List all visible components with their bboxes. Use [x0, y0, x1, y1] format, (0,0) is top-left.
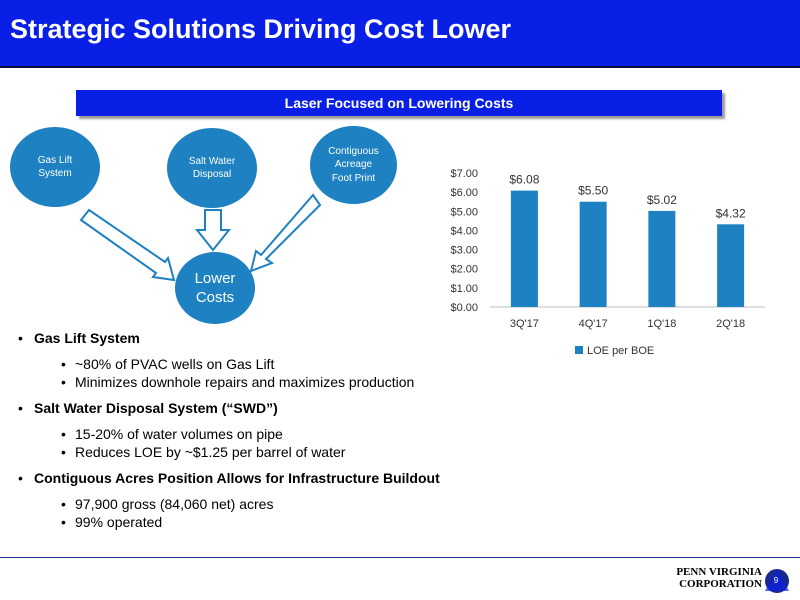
acreage-label: Contiguous Acreage Foot Print [328, 145, 379, 184]
sub-bullet-text: 97,900 gross (84,060 net) acres [75, 496, 274, 512]
acreage-node: Contiguous Acreage Foot Print [310, 126, 397, 204]
y-tick-label: $6.00 [450, 187, 478, 199]
y-tick-label: $3.00 [450, 245, 478, 257]
gas-lift-node: Gas Lift System [10, 127, 100, 207]
y-tick-label: $2.00 [450, 264, 478, 276]
page-number: 9 [773, 576, 779, 585]
sub-bullet-item: • ~80% of PVAC wells on Gas Lift [61, 356, 275, 372]
data-label: $6.08 [509, 173, 539, 187]
logo-line-2: CORPORATION [679, 578, 762, 590]
logo-line-1: PENN VIRGINIA [676, 566, 762, 578]
sub-bullet-text: ~80% of PVAC wells on Gas Lift [75, 356, 275, 372]
arrow-salt-water [194, 209, 232, 252]
sub-bullet-text: 99% operated [75, 514, 163, 530]
bullet-text: Contiguous Acres Position Allows for Inf… [34, 470, 440, 486]
y-tick-label: $0.00 [450, 302, 478, 314]
salt-water-label: Salt Water Disposal [188, 155, 236, 181]
sub-bullet-item: • Reduces LOE by ~$1.25 per barrel of wat… [61, 444, 346, 460]
bar [717, 224, 745, 307]
bullet-text: Gas Lift System [34, 330, 140, 346]
legend-label: LOE per BOE [587, 345, 654, 357]
sub-bullet-text: Reduces LOE by ~$1.25 per barrel of wate… [75, 444, 346, 460]
bullet-text: Salt Water Disposal System (“SWD”) [34, 400, 278, 416]
triangle-logo-icon [765, 569, 789, 593]
sub-bullet-item: • Minimizes downhole repairs and maximize… [61, 374, 415, 390]
arrow-acreage [249, 193, 322, 273]
data-label: $5.50 [578, 184, 608, 198]
footer-divider [0, 557, 800, 558]
arrow-gas-lift [79, 208, 176, 282]
y-tick-label: $5.00 [450, 206, 478, 218]
y-tick-label: $1.00 [450, 283, 478, 295]
y-tick-label: $4.00 [450, 225, 478, 237]
x-tick-label: 3Q'17 [510, 318, 539, 330]
title-bar: Strategic Solutions Driving Cost Lower [0, 0, 800, 66]
section-banner: Laser Focused on Lowering Costs [76, 90, 722, 116]
bar [579, 201, 607, 307]
sub-bullet-item: • 99% operated [61, 514, 163, 530]
banner-text: Laser Focused on Lowering Costs [284, 95, 514, 111]
y-tick-label: $7.00 [450, 168, 478, 180]
data-label: $4.32 [716, 206, 746, 220]
slide-title: Strategic Solutions Driving Cost Lower [10, 14, 512, 44]
bullet-item: • Salt Water Disposal System (“SWD”) [18, 400, 278, 416]
title-divider [0, 66, 800, 68]
sub-bullet-item: • 15-20% of water volumes on pipe [61, 426, 283, 442]
legend-swatch [575, 346, 583, 354]
salt-water-node: Salt Water Disposal [167, 128, 257, 208]
sub-bullet-item: • 97,900 gross (84,060 net) acres [61, 496, 274, 512]
company-logo: PENN VIRGINIA CORPORATION 9 [672, 566, 790, 594]
bar [510, 190, 538, 307]
loe-bar-chart: $0.00 $1.00 $2.00 $3.00 $4.00 $5.00 $6.00 $7.00… [450, 168, 765, 357]
lower-costs-node: Lower Costs [175, 252, 255, 324]
bullet-item: • Gas Lift System [18, 330, 140, 346]
x-tick-label: 4Q'17 [579, 318, 608, 330]
gas-lift-label: Gas Lift System [37, 154, 73, 180]
x-tick-label: 2Q'18 [716, 318, 745, 330]
bullet-item: • Contiguous Acres Position Allows for In… [18, 470, 440, 486]
sub-bullet-text: Minimizes downhole repairs and maximizes… [75, 374, 415, 390]
data-label: $5.02 [647, 193, 677, 207]
sub-bullet-text: 15-20% of water volumes on pipe [75, 426, 283, 442]
bar [648, 210, 676, 307]
bullet-list: • Gas Lift System • ~80% of PVAC wells on … [18, 330, 538, 532]
lower-costs-label: Lower Costs [194, 269, 236, 307]
x-tick-label: 1Q'18 [647, 318, 676, 330]
